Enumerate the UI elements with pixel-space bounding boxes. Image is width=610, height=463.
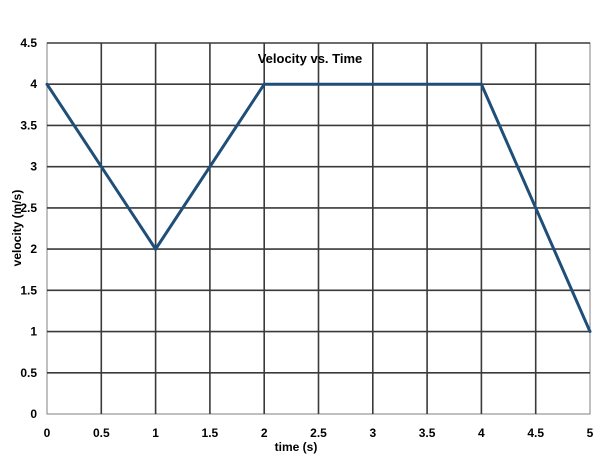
y-tick-label: 3.5	[20, 118, 37, 132]
x-tick-labels: 0 0.5 1 1.5 2 2.5 3 3.5 4 4.5 5	[44, 426, 594, 440]
x-tick-label: 3	[369, 426, 376, 440]
x-tick-label: 4.5	[527, 426, 544, 440]
x-tick-label: 4	[478, 426, 485, 440]
x-axis-label: time (s)	[275, 440, 318, 454]
data-point	[262, 82, 266, 86]
y-tick-label: 4.5	[20, 36, 37, 50]
y-tick-label: 1	[30, 325, 37, 339]
x-tick-label: 5	[587, 426, 594, 440]
x-tick-label: 1	[152, 426, 159, 440]
x-tick-label: 2.5	[310, 426, 327, 440]
data-series	[45, 82, 592, 334]
y-tick-label: 0	[30, 407, 37, 421]
y-tick-label: 0.5	[20, 366, 37, 380]
x-tick-label: 2	[261, 426, 268, 440]
x-tick-label: 0	[44, 426, 51, 440]
y-tick-label: 4	[30, 77, 37, 91]
y-tick-label: 2.5	[20, 201, 37, 215]
y-tick-label: 3	[30, 160, 37, 174]
x-tick-label: 3.5	[419, 426, 436, 440]
data-point	[154, 247, 158, 251]
x-tick-label: 1.5	[202, 426, 219, 440]
y-tick-labels: 0 0.5 1 1.5 2 2.5 3 3.5 4 4.5	[20, 36, 37, 421]
x-tick-label: 0.5	[93, 426, 110, 440]
data-point	[45, 82, 49, 86]
y-axis-label: velocity (m/s)	[10, 190, 24, 267]
grid-lines	[47, 42, 590, 414]
data-point	[588, 330, 592, 334]
chart-title: Velocity vs. Time	[258, 51, 363, 66]
y-tick-label: 1.5	[20, 283, 37, 297]
y-tick-label: 2	[30, 242, 37, 256]
data-point	[479, 82, 483, 86]
